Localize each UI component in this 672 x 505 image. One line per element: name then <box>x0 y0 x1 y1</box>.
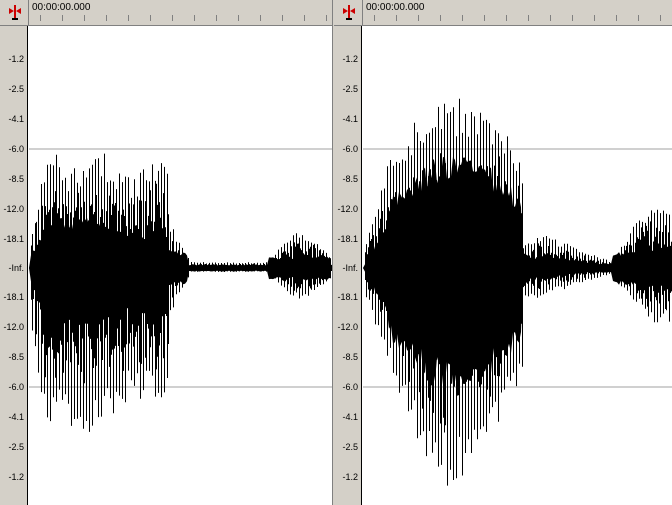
waveform-panel-right[interactable]: 00:00:00.000 -1.2 -2.5 -4.1 -6.0 -8.5 -12.0 -1… <box>334 0 672 505</box>
db-scale-label: -12.0 <box>337 322 358 332</box>
panel-divider[interactable] <box>332 0 334 505</box>
db-scale-label: -12.0 <box>3 322 24 332</box>
ruler-tick <box>260 15 261 21</box>
ruler-separator <box>28 0 29 26</box>
db-scale-label: -18.1 <box>337 292 358 302</box>
ruler-tick <box>194 15 195 21</box>
ruler-tick <box>84 15 85 21</box>
db-scale-label: -6.0 <box>342 382 358 392</box>
ruler-tick <box>106 15 107 21</box>
db-scale-label: -6.0 <box>8 144 24 154</box>
db-scale-label: -18.1 <box>3 292 24 302</box>
db-scale-label: -6.0 <box>342 144 358 154</box>
ruler-tick <box>216 15 217 21</box>
db-scale: -1.2 -2.5 -4.1 -6.0 -8.5 -12.0 -18.1 -Inf. -18.1… <box>334 26 362 505</box>
ruler-tick <box>550 15 551 21</box>
ruler-tick <box>528 15 529 21</box>
ruler-tick <box>304 15 305 21</box>
db-scale-label: -1.2 <box>8 54 24 64</box>
waveform-panel-left[interactable]: 00:00:00.000 -1.2 -2.5 -4.1 -6.0 -8.5 -12.0 -1… <box>0 0 332 505</box>
waveform-canvas[interactable] <box>363 26 672 505</box>
time-readout: 00:00:00.000 <box>32 2 91 13</box>
time-ruler[interactable]: 00:00:00.000 <box>0 0 332 26</box>
db-scale-label: -8.5 <box>342 174 358 184</box>
db-scale-label: -12.0 <box>337 204 358 214</box>
playhead-marker-icon[interactable] <box>9 5 21 20</box>
ruler-tick <box>128 15 129 21</box>
playhead-marker-icon[interactable] <box>343 5 355 20</box>
ruler-tick <box>326 15 327 21</box>
waveform-svg <box>363 98 672 486</box>
db-scale-label: -12.0 <box>3 204 24 214</box>
ruler-tick <box>484 15 485 21</box>
db-scale-label: -8.5 <box>8 174 24 184</box>
db-scale-label: -4.1 <box>8 114 24 124</box>
waveform-canvas[interactable] <box>29 26 332 505</box>
db-scale-label: -6.0 <box>8 382 24 392</box>
db-scale-label: -1.2 <box>8 472 24 482</box>
ruler-tick <box>396 15 397 21</box>
ruler-tick <box>172 15 173 21</box>
db-scale-label: -4.1 <box>342 412 358 422</box>
db-scale-label: -Inf. <box>342 263 358 273</box>
waveform-core <box>29 217 331 322</box>
time-ruler[interactable]: 00:00:00.000 <box>334 0 672 26</box>
waveform-core <box>363 156 671 385</box>
ruler-tick <box>282 15 283 21</box>
ruler-tick <box>506 15 507 21</box>
ruler-tick <box>62 15 63 21</box>
ruler-tick <box>660 15 661 21</box>
db-scale-label: -1.2 <box>342 54 358 64</box>
db-scale-label: -18.1 <box>3 234 24 244</box>
db-scale-label: -Inf. <box>8 263 24 273</box>
db-scale-label: -8.5 <box>8 352 24 362</box>
time-readout: 00:00:00.000 <box>366 2 425 13</box>
ruler-tick <box>238 15 239 21</box>
db-scale: -1.2 -2.5 -4.1 -6.0 -8.5 -12.0 -18.1 -Inf. -18.1… <box>0 26 28 505</box>
ruler-tick <box>616 15 617 21</box>
ruler-tick <box>594 15 595 21</box>
db-scale-label: -2.5 <box>342 84 358 94</box>
db-scale-label: -1.2 <box>342 472 358 482</box>
ruler-tick <box>150 15 151 21</box>
ruler-tick <box>440 15 441 21</box>
ruler-tick <box>374 15 375 21</box>
db-scale-label: -4.1 <box>8 412 24 422</box>
db-scale-label: -2.5 <box>8 84 24 94</box>
ruler-tick <box>638 15 639 21</box>
db-scale-label: -8.5 <box>342 352 358 362</box>
ruler-tick <box>40 15 41 21</box>
ruler-tick <box>418 15 419 21</box>
waveform-svg <box>29 148 332 432</box>
ruler-tick <box>462 15 463 21</box>
db-scale-label: -2.5 <box>342 442 358 452</box>
ruler-separator <box>362 0 363 26</box>
db-scale-label: -2.5 <box>8 442 24 452</box>
db-scale-label: -18.1 <box>337 234 358 244</box>
db-scale-label: -4.1 <box>342 114 358 124</box>
ruler-tick <box>572 15 573 21</box>
